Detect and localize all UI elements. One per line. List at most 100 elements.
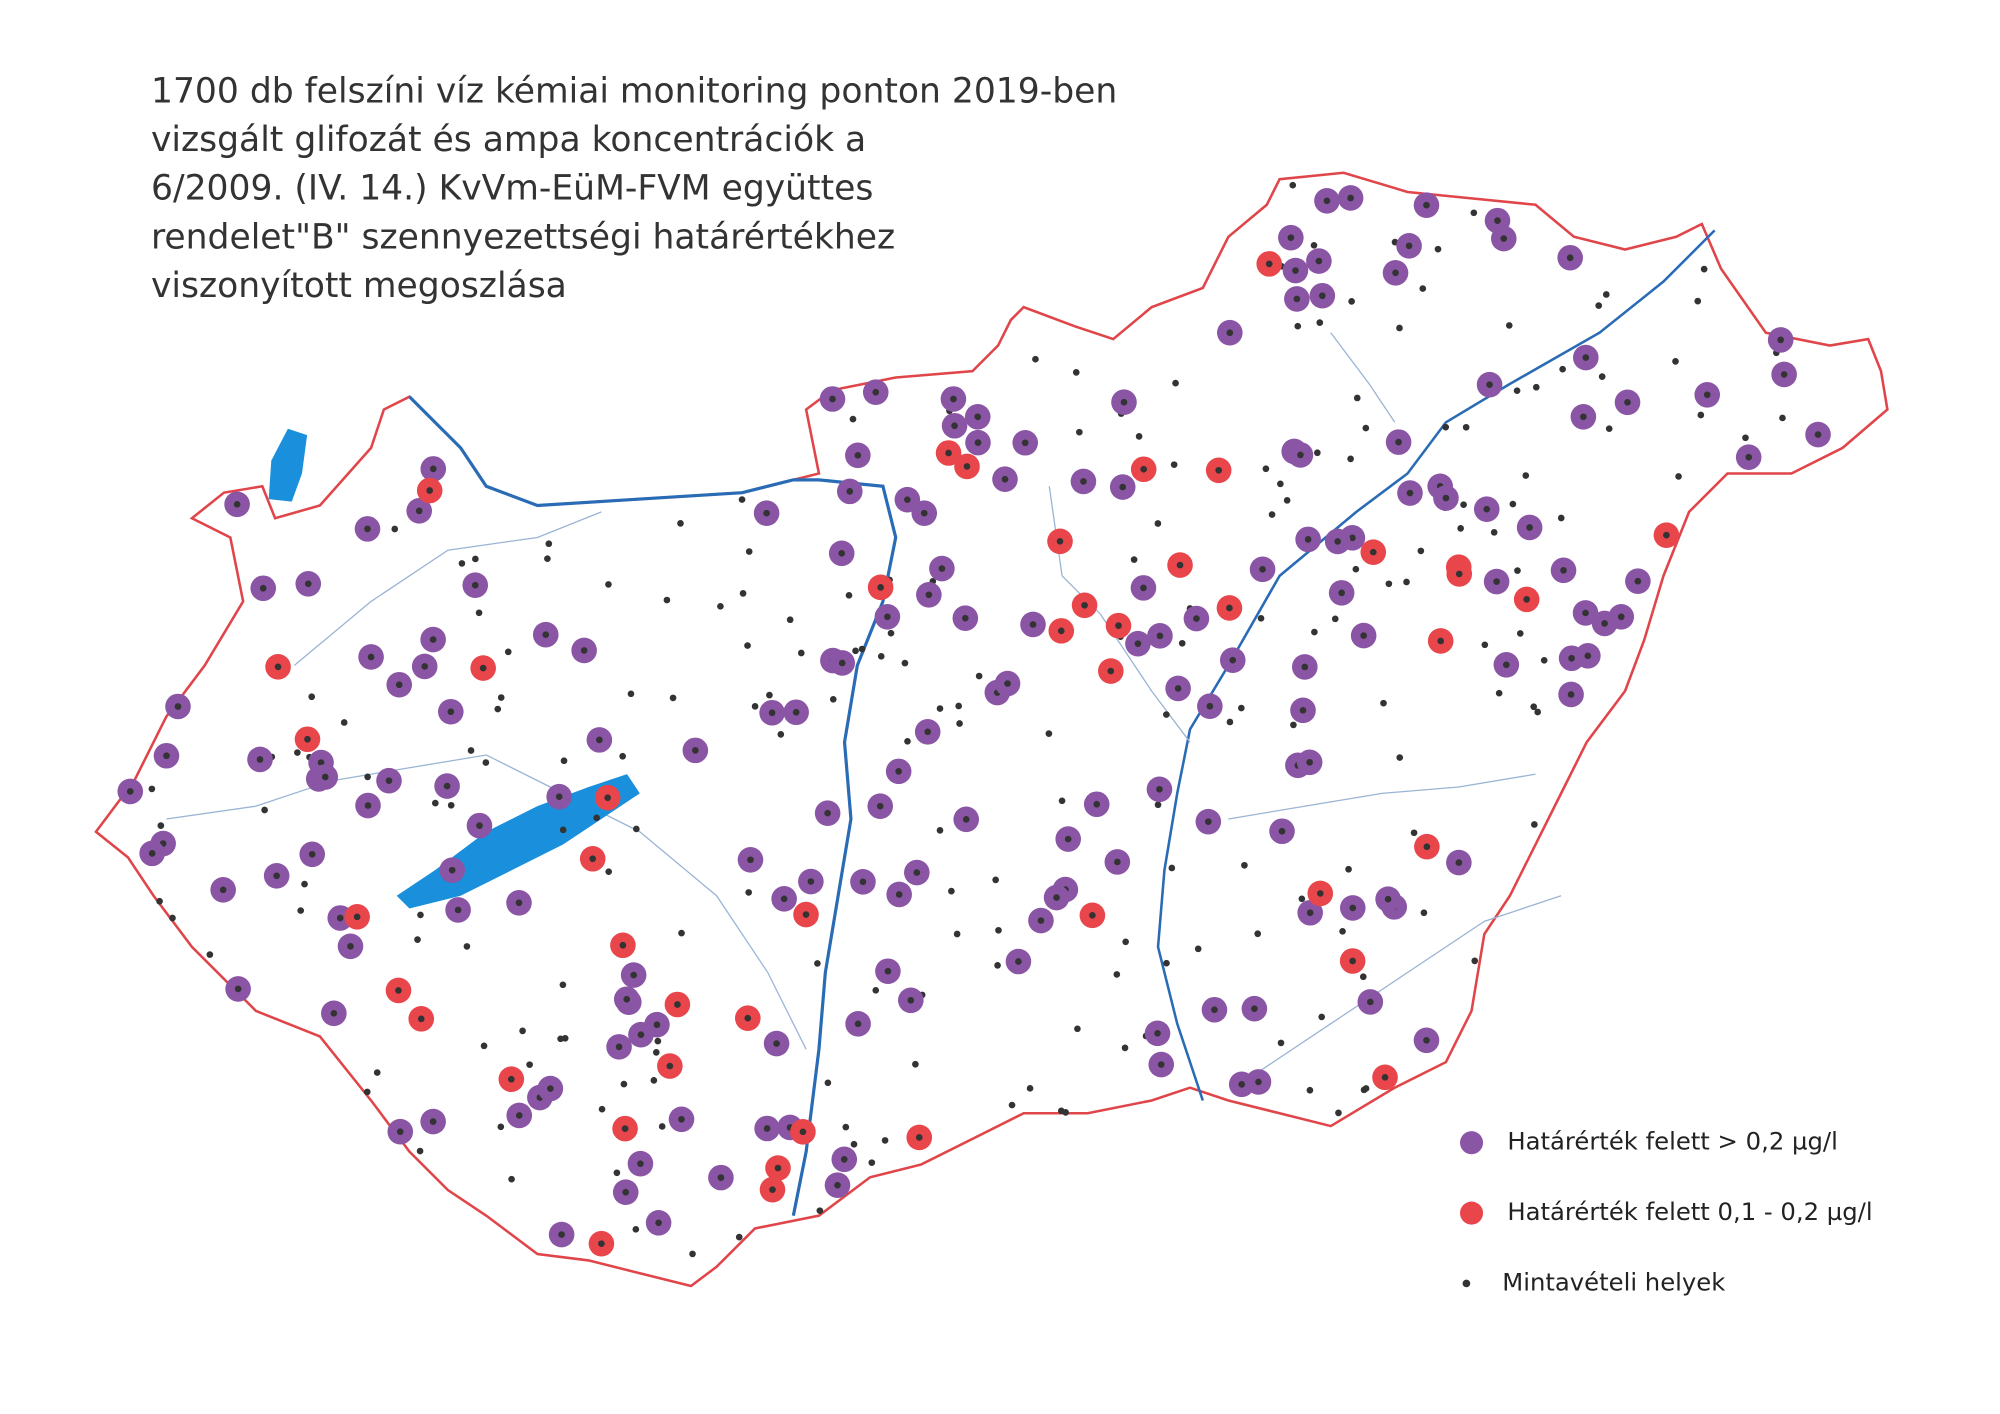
point-center	[1081, 601, 1088, 609]
legend-symbol	[1462, 1279, 1471, 1288]
sampling-site	[169, 914, 176, 922]
point-center	[1029, 621, 1037, 628]
sampling-site	[948, 887, 955, 895]
sampling-site	[868, 1159, 876, 1166]
river-danube	[408, 395, 898, 1216]
point-center	[1315, 257, 1323, 265]
point-center	[219, 886, 227, 894]
sampling-site	[431, 799, 439, 807]
point-center	[1226, 604, 1233, 612]
sampling-site	[482, 759, 490, 766]
point-center	[364, 525, 371, 533]
sampling-site	[1345, 865, 1352, 873]
sampling-site	[1268, 511, 1276, 518]
sampling-site	[1470, 209, 1478, 217]
sampling-site	[508, 1175, 515, 1183]
sampling-site	[157, 822, 165, 829]
sampling-site	[777, 731, 785, 738]
point-center	[1278, 827, 1286, 835]
point-center	[747, 856, 754, 864]
point-center	[1323, 197, 1331, 205]
point-center	[678, 1115, 685, 1123]
point-center	[1114, 858, 1121, 866]
sampling-site	[416, 1147, 424, 1155]
sampling-site	[1410, 829, 1418, 837]
point-center	[1455, 859, 1463, 866]
point-center	[1349, 534, 1356, 542]
sampling-site	[1254, 930, 1262, 938]
point-center	[924, 728, 932, 736]
point-center	[1215, 466, 1223, 474]
point-center	[1334, 538, 1342, 545]
sampling-site	[1163, 959, 1170, 967]
point-center	[1156, 632, 1164, 640]
point-center	[763, 1125, 771, 1132]
sampling-site	[994, 962, 1001, 969]
sampling-site	[472, 555, 479, 563]
sampling-site	[1283, 497, 1291, 504]
point-center	[259, 584, 267, 592]
title-line: rendelet"B" szennyezettségi határértékhe…	[151, 217, 895, 257]
point-center	[1703, 391, 1711, 399]
sampling-site	[829, 695, 837, 703]
point-center	[126, 788, 134, 795]
point-center	[1582, 609, 1589, 617]
sampling-site	[458, 560, 466, 567]
sampling-site	[1359, 973, 1367, 981]
legend: Határérték felett > 0,2 µg/l Határérték …	[1460, 1127, 1873, 1296]
point-center	[1567, 691, 1575, 698]
point-center	[515, 1112, 523, 1119]
point-center	[1423, 201, 1430, 209]
sampling-site	[1154, 520, 1162, 527]
point-center	[838, 549, 846, 557]
point-center	[920, 509, 928, 517]
point-center	[915, 1134, 923, 1141]
point-center	[1193, 615, 1200, 622]
sampling-site	[1311, 628, 1318, 636]
sampling-site	[1306, 1086, 1314, 1094]
sampling-site	[1316, 319, 1324, 326]
sampling-site	[872, 986, 880, 994]
point-center	[1423, 1037, 1430, 1044]
point-center	[507, 1075, 515, 1083]
sampling-site	[1241, 861, 1248, 869]
sampling-site	[1194, 945, 1202, 953]
sampling-site	[364, 773, 371, 781]
point-center	[1119, 483, 1127, 491]
point-center	[859, 878, 867, 886]
sampling-site	[816, 1207, 824, 1214]
sampling-site	[1514, 567, 1521, 574]
point-center	[1287, 234, 1295, 241]
minor-rivers	[166, 332, 1562, 1076]
point-center	[273, 872, 280, 880]
point-center	[1297, 451, 1304, 459]
point-center	[1316, 890, 1324, 897]
point-center	[317, 759, 325, 766]
sampling-site	[1168, 864, 1176, 872]
sampling-site	[497, 694, 505, 701]
sampling-site	[1238, 704, 1245, 712]
point-center	[1001, 475, 1009, 483]
point-center	[637, 1031, 645, 1039]
point-center	[974, 439, 982, 446]
sampling-site	[294, 749, 301, 756]
point-center	[1319, 292, 1326, 300]
sampling-site	[1348, 298, 1355, 305]
sampling-site	[297, 907, 305, 914]
point-center	[895, 891, 903, 898]
point-center	[1154, 1029, 1161, 1037]
point-center	[655, 1219, 662, 1227]
sampling-site	[519, 1027, 526, 1035]
sampling-site	[663, 596, 671, 604]
legend-symbol	[1460, 1131, 1484, 1155]
point-center	[1292, 267, 1299, 274]
sampling-site	[751, 703, 759, 710]
sampling-site	[1557, 514, 1565, 522]
sampling-site	[904, 737, 911, 745]
point-center	[395, 987, 402, 994]
sampling-site	[1298, 895, 1306, 903]
point-center	[1349, 957, 1356, 965]
point-center	[479, 664, 487, 672]
point-center	[1381, 1073, 1389, 1081]
sampling-site	[936, 827, 944, 834]
